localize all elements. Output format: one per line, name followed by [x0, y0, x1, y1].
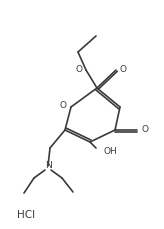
Text: O: O [75, 65, 82, 74]
Text: HCl: HCl [17, 210, 35, 220]
Text: OH: OH [103, 147, 117, 156]
Text: O: O [142, 125, 149, 134]
Text: N: N [45, 161, 51, 171]
Text: O: O [120, 65, 127, 74]
Text: O: O [60, 101, 67, 111]
